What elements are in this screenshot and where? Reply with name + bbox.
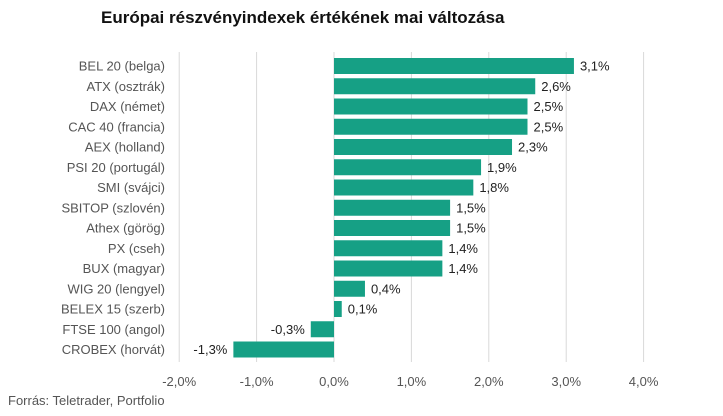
category-label: AEX (holland) [85,140,165,155]
bar [334,159,482,176]
value-label: 2,5% [534,119,564,134]
x-tick-label: 3,0% [551,374,581,389]
x-tick-label: 2,0% [474,374,504,389]
source-note: Forrás: Teletrader, Portfolio [8,393,165,408]
bar-chart: BEL 20 (belga) ATX (osztrák) DAX (német) CA… [61,52,659,389]
category-label: CROBEX (horvát) [62,342,165,357]
value-label: 0,4% [371,281,401,296]
bar [310,321,334,338]
value-label: 1,5% [456,200,486,215]
bars [233,58,574,358]
value-label: 1,5% [456,221,486,236]
category-label: DAX (német) [90,99,165,114]
x-tick-label: 4,0% [629,374,659,389]
category-label: BUX (magyar) [83,261,165,276]
x-axis-tick-labels: -2,0% -1,0% 0,0% 1,0% 2,0% 3,0% 4,0% [162,374,659,389]
bar [334,260,443,277]
value-label: -1,3% [193,342,227,357]
bar [334,98,528,115]
category-label: WIG 20 (lengyel) [67,281,165,296]
value-label: -0,3% [271,322,305,337]
value-label: 1,9% [487,160,517,175]
value-label: 3,1% [580,59,610,74]
bar [334,118,528,135]
bar [233,341,334,358]
value-label: 2,6% [541,79,571,94]
value-label: 2,3% [518,140,548,155]
bar [334,240,443,257]
category-label: PSI 20 (portugál) [67,160,165,175]
chart-title: Európai részvényindexek értékének mai vá… [101,8,505,27]
value-label: 1,8% [479,180,509,195]
bar [334,220,451,236]
value-label: 2,5% [534,99,564,114]
bar [334,301,342,317]
value-label: 1,4% [448,261,478,276]
x-tick-label: -2,0% [162,374,196,389]
value-label: 1,4% [448,241,478,256]
category-label: CAC 40 (francia) [68,119,165,134]
x-tick-label: 1,0% [397,374,427,389]
category-label: SMI (svájci) [97,180,165,195]
category-label: PX (cseh) [108,241,165,256]
category-label: ATX (osztrák) [87,79,166,94]
bar [334,58,574,74]
category-label: Athex (görög) [86,221,165,236]
value-label: 0,1% [348,302,378,317]
category-label: BELEX 15 (szerb) [61,302,165,317]
bar [334,78,536,95]
category-labels: BEL 20 (belga) ATX (osztrák) DAX (német) CA… [61,59,165,358]
category-label: SBITOP (szlovén) [61,200,165,215]
x-tick-label: 0,0% [319,374,349,389]
x-tick-label: -1,0% [240,374,274,389]
bar [334,280,365,297]
bar [334,139,513,155]
bar [334,179,474,196]
bar [334,199,451,216]
category-label: FTSE 100 (angol) [62,322,165,337]
value-labels: 3,1% 2,6% 2,5% 2,5% 2,3%1,9% 1,8% 1,5% 1,5% 1,4%… [193,59,610,358]
category-label: BEL 20 (belga) [79,59,165,74]
